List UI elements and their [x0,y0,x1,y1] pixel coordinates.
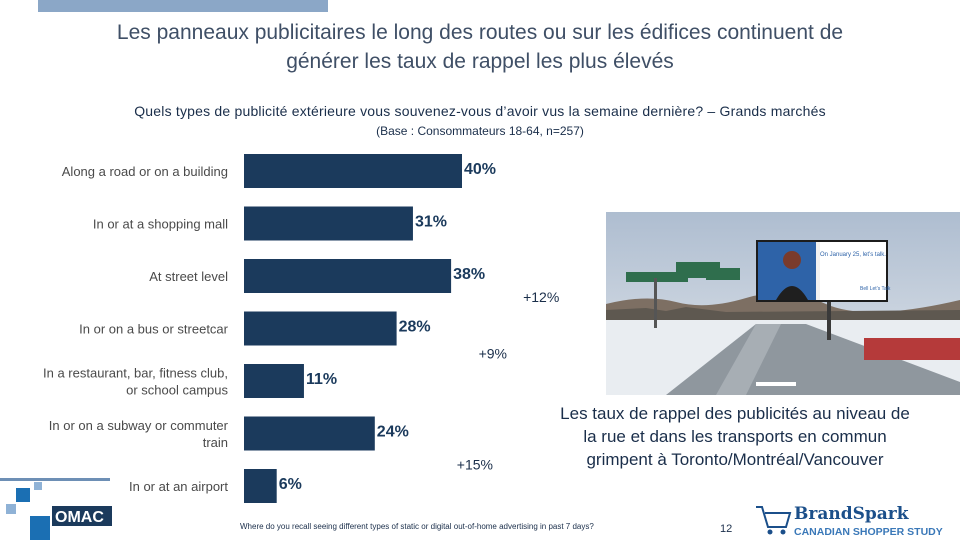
value-label-4: 11% [306,371,337,388]
category-label-5: In or on a subway or commuter train [49,418,229,450]
callout-line-1: Les taux de rappel des publicités au niv… [560,404,910,423]
bar-5 [244,416,375,451]
bar-4 [244,364,304,398]
bar-1 [244,206,413,241]
footnote: Where do you recall seeing different typ… [240,522,594,531]
callout-line-3: grimpent à Toronto/Montréal/Vancouver [586,450,884,469]
regional-callout: Les taux de rappel des publicités au niv… [520,402,950,471]
billboard-brand: Bell Let’s Talk [860,286,891,292]
value-label-3: 28% [399,319,431,336]
slide-title-line-1: Les panneaux publicitaires le long des r… [116,21,844,44]
annotation-2: +15% [457,457,493,473]
bar-2 [244,259,452,293]
annotation-1: +9% [479,346,507,362]
bar-3 [244,311,397,346]
survey-question: Quels types de publicité extérieure vous… [134,103,826,119]
value-label-2: 38% [453,266,485,283]
brandspark-logo-line-1: BrandSpark [794,504,910,524]
bar-0 [244,154,462,188]
annotation-0: +12% [523,289,559,305]
value-label-0: 40% [464,161,496,178]
category-label-1: In or at a shopping mall [93,217,228,232]
survey-base: (Base : Consommateurs 18-64, n=257) [376,124,584,138]
bar-6 [244,469,277,503]
callout-line-2: la rue et dans les transports en commun [583,427,887,446]
brandspark-logo-line-2: CANADIAN SHOPPER STUDY [794,526,943,538]
category-label-0: Along a road or on a building [62,164,228,179]
value-label-5: 24% [377,424,409,441]
omac-logo-text: OMAC [55,509,104,526]
value-label-1: 31% [415,214,447,231]
slide-title: Les panneaux publicitaires le long des r… [40,18,920,76]
category-label-2: At street level [149,269,228,284]
page-number: 12 [720,523,733,535]
omac-logo: OMAC [0,478,130,540]
billboard-photo: On January 25, let’s talk. Bell Let’s Ta… [606,212,960,395]
recall-bar-chart: Along a road or on a building 40% In or at… [43,154,559,503]
category-label-3: In or on a bus or streetcar [79,322,229,337]
category-label-4: In a restaurant, bar, fitness club, or sc… [43,366,228,398]
billboard-text: On January 25, let’s talk. [820,252,886,258]
slide-title-line-2: générer les taux de rappel les plus élev… [286,50,674,73]
top-accent-bar [38,0,328,12]
category-label-6: In or at an airport [129,479,228,494]
value-label-6: 6% [279,476,302,493]
brandspark-logo: BrandSpark CANADIAN SHOPPER STUDY [750,497,960,540]
